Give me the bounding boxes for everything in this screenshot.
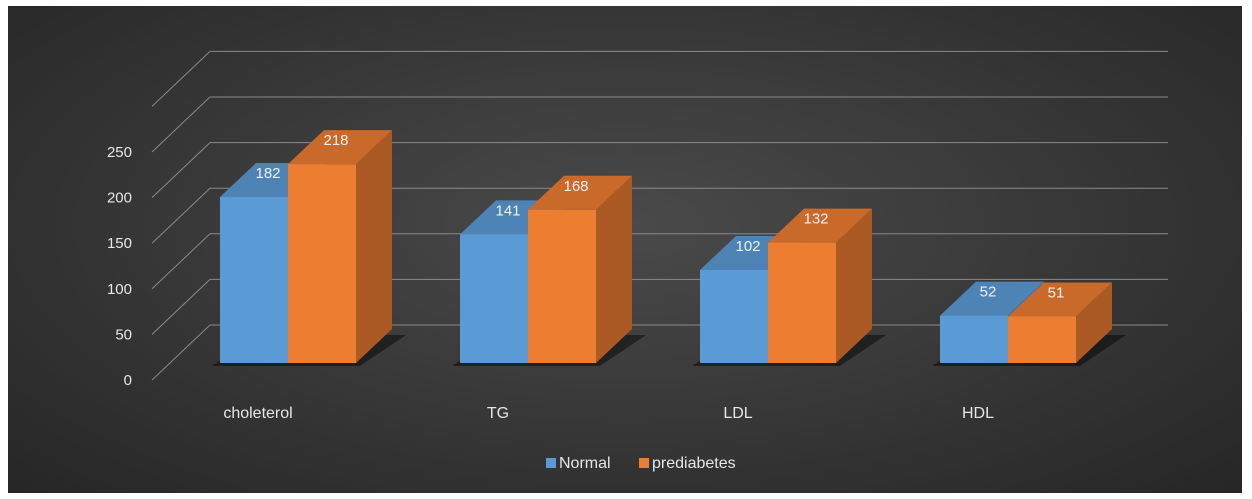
bar-front [528,209,596,363]
bars [212,130,1126,366]
gridline-side [151,51,211,107]
bar-front [1008,316,1076,363]
bar-side [596,175,632,363]
bar-prediabetes-tg [528,175,632,363]
legend-label-normal: Normal [559,455,611,472]
bar-top [940,281,1044,316]
bar-prediabetes-choleterol [288,130,392,363]
bar-prediabetes-hdl [1008,282,1112,363]
legend: Normal prediabetes [546,455,736,472]
y-tick-label: 250 [107,144,132,161]
legend-swatch-prediabetes [639,458,649,468]
bar-prediabetes-ldl [768,208,872,363]
bar-side [356,130,392,363]
data-label: 132 [803,211,828,228]
legend-swatch-normal [546,458,556,468]
y-tick-label: 100 [107,281,132,298]
data-label: 51 [1048,284,1065,301]
y-tick-label: 0 [124,372,132,389]
bar-front [768,242,836,363]
gridline-side [151,279,211,335]
gridline-side [151,142,211,198]
y-tick-label: 150 [107,235,132,252]
bar-front [940,315,1008,363]
bar-front [700,269,768,363]
gridline-side [151,233,211,290]
gridline-side [151,96,211,153]
data-label: 168 [563,178,588,195]
category-label: HDL [962,405,994,422]
y-tick-label: 50 [115,326,132,343]
data-label: 52 [980,284,997,301]
category-label: choleterol [223,405,292,422]
bar-top [768,208,872,243]
legend-label-prediabetes: prediabetes [652,455,736,472]
bar-front [288,164,356,363]
category-label: TG [487,405,509,422]
bar-front [460,234,528,363]
bar-side [1076,282,1112,363]
gridline-side [151,324,211,381]
y-tick-label: 200 [107,190,132,207]
data-label: 102 [735,238,760,255]
bar-top [528,175,632,210]
data-label: 218 [323,132,348,149]
gridline-side [151,187,211,244]
bar-top [1008,282,1112,317]
bar-side [836,208,872,363]
data-label: 182 [255,165,280,182]
category-label: LDL [723,405,752,422]
bar-top [288,130,392,165]
data-label: 141 [495,202,520,219]
bar-front [220,197,288,363]
